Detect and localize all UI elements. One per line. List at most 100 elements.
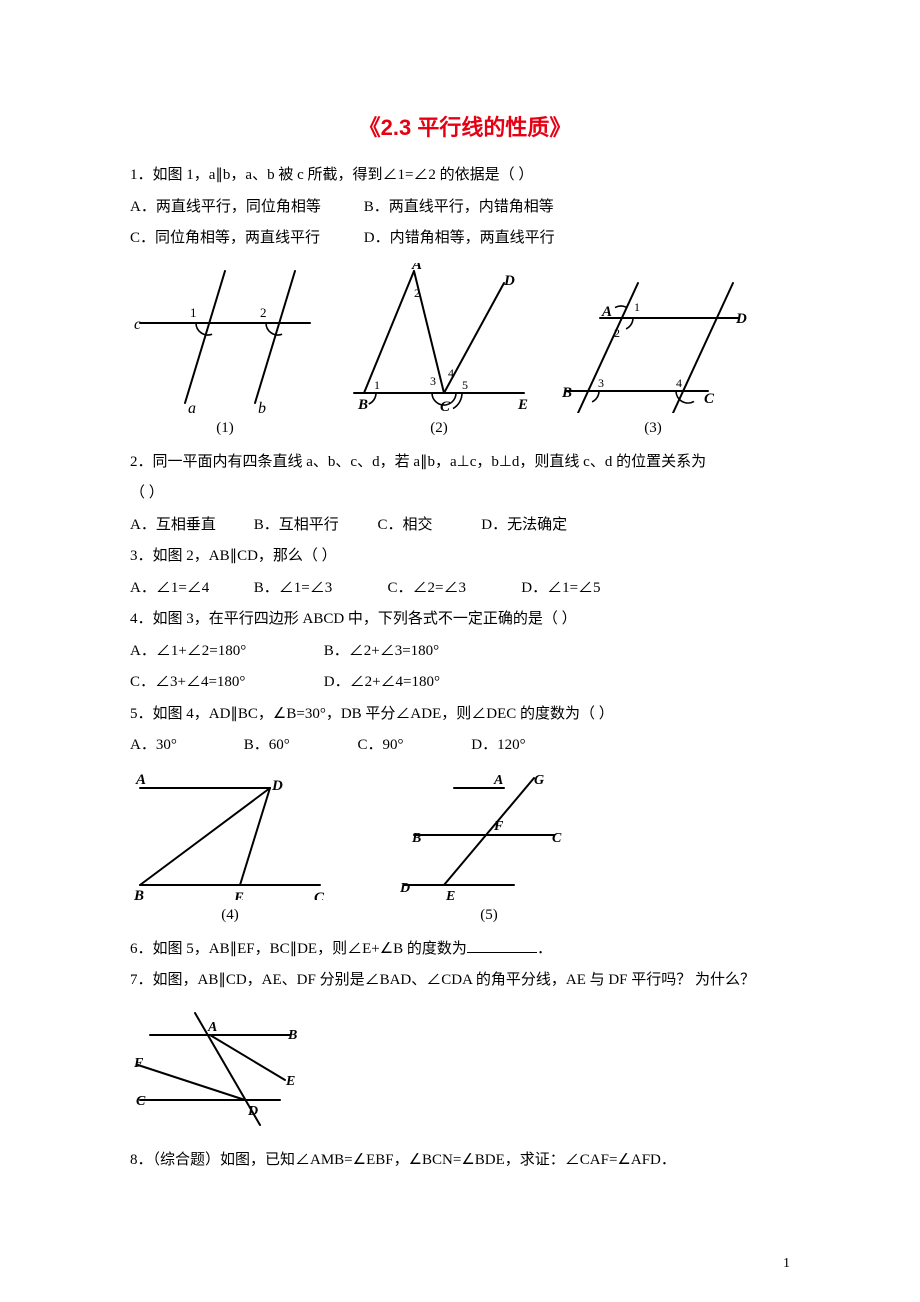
q6-blank <box>467 937 537 953</box>
q4-opts-row2: C．∠3+∠4=180° D．∠2+∠4=180° <box>130 667 800 699</box>
q2-opt-b: B．互相平行 <box>254 510 374 542</box>
figure-2: AD21345BCE (2) <box>344 263 534 443</box>
q1-opt-b: B．两直线平行，内错角相等 <box>364 192 554 224</box>
svg-text:C: C <box>440 399 451 413</box>
svg-text:E: E <box>285 1074 295 1089</box>
svg-text:C: C <box>704 391 715 407</box>
figure-row-2: A D B E C (4) A G B F C D E (5) <box>130 770 800 930</box>
svg-text:D: D <box>735 311 747 327</box>
figure-2-svg: AD21345BCE <box>344 263 534 413</box>
svg-text:E: E <box>517 397 528 413</box>
q7-stem: 7．如图，AB∥CD，AE、DF 分别是∠BAD、∠CDA 的角平分线，AE 与… <box>130 965 800 997</box>
figure-1-label: (1) <box>216 413 234 443</box>
svg-text:1: 1 <box>374 378 380 392</box>
svg-text:C: C <box>314 890 325 900</box>
q5-opts: A．30° B．60° C．90° D．120° <box>130 730 800 762</box>
svg-text:B: B <box>357 397 368 413</box>
q1-opts-row2: C．同位角相等，两直线平行 D．内错角相等，两直线平行 <box>130 223 800 255</box>
figure-row-3: A B F E C D <box>130 1005 800 1135</box>
svg-text:A: A <box>411 263 422 273</box>
figure-7-svg: A B F E C D <box>130 1005 310 1135</box>
figure-3-label: (3) <box>644 413 662 443</box>
q4-opt-d: D．∠2+∠4=180° <box>324 667 440 699</box>
svg-text:2: 2 <box>614 326 620 340</box>
q4-stem: 4．如图 3，在平行四边形 ABCD 中，下列各式不一定正确的是（ ） <box>130 604 800 636</box>
svg-text:F: F <box>133 1056 144 1071</box>
q6-pre: 6．如图 5，AB∥EF，BC∥DE，则∠E+∠B 的度数为 <box>130 941 467 957</box>
figure-1-svg: c 1 2 a b <box>130 263 320 413</box>
svg-text:E: E <box>445 889 455 900</box>
svg-text:2: 2 <box>260 305 267 320</box>
svg-text:B: B <box>561 385 572 401</box>
svg-text:G: G <box>534 773 544 788</box>
svg-text:B: B <box>411 831 421 846</box>
svg-text:1: 1 <box>634 300 640 314</box>
figure-4-svg: ADBEC <box>130 770 330 900</box>
svg-text:A: A <box>207 1020 217 1035</box>
q1-stem: 1．如图 1，a∥b，a、b 被 c 所截，得到∠1=∠2 的依据是（ ） <box>130 160 800 192</box>
svg-text:1: 1 <box>190 305 197 320</box>
q5-opt-b: B．60° <box>244 730 354 762</box>
figure-5: A G B F C D E (5) <box>394 770 584 930</box>
svg-text:D: D <box>271 778 283 794</box>
svg-text:F: F <box>493 819 504 834</box>
svg-text:A: A <box>493 773 503 788</box>
doc-title: 《2.3 平行线的性质》 <box>130 110 800 142</box>
q3-opt-b: B．∠1=∠3 <box>254 573 384 605</box>
q3-opt-a: A．∠1=∠4 <box>130 573 250 605</box>
svg-text:A: A <box>135 772 146 788</box>
q5-opt-d: D．120° <box>471 730 525 762</box>
q4-opt-c: C．∠3+∠4=180° <box>130 667 320 699</box>
q1-opt-c: C．同位角相等，两直线平行 <box>130 223 360 255</box>
svg-text:c: c <box>134 316 141 333</box>
svg-text:C: C <box>136 1094 146 1109</box>
page: 《2.3 平行线的性质》 1．如图 1，a∥b，a、b 被 c 所截，得到∠1=… <box>0 0 920 1302</box>
q4-opt-a: A．∠1+∠2=180° <box>130 636 320 668</box>
q8-stem: 8．（综合题）如图，已知∠AMB=∠EBF，∠BCN=∠BDE，求证：∠CAF=… <box>130 1145 800 1177</box>
q2-paren: （ ） <box>130 478 800 510</box>
q5-opt-c: C．90° <box>358 730 468 762</box>
svg-text:E: E <box>233 890 244 900</box>
figure-5-label: (5) <box>480 900 498 930</box>
svg-text:A: A <box>601 304 612 320</box>
q6-post: ． <box>537 941 552 957</box>
svg-text:C: C <box>552 831 562 846</box>
figure-3: 12 3 4 A D B C (3) <box>558 273 748 443</box>
q3-stem: 3．如图 2，AB∥CD，那么（ ） <box>130 541 800 573</box>
figure-5-svg: A G B F C D E <box>394 770 584 900</box>
q5-stem: 5．如图 4，AD∥BC，∠B=30°，DB 平分∠ADE，则∠DEC 的度数为… <box>130 699 800 731</box>
q3-opt-c: C．∠2=∠3 <box>388 573 518 605</box>
svg-text:4: 4 <box>676 376 682 390</box>
q1-opt-a: A．两直线平行，同位角相等 <box>130 192 360 224</box>
q1-opt-d: D．内错角相等，两直线平行 <box>364 223 555 255</box>
figure-4-label: (4) <box>221 900 239 930</box>
svg-text:D: D <box>503 273 515 289</box>
page-number: 1 <box>783 1256 790 1272</box>
q6: 6．如图 5，AB∥EF，BC∥DE，则∠E+∠B 的度数为 ． <box>130 934 800 966</box>
q3-opts: A．∠1=∠4 B．∠1=∠3 C．∠2=∠3 D．∠1=∠5 <box>130 573 800 605</box>
q5-opt-a: A．30° <box>130 730 240 762</box>
figure-row-1: c12ab (1) AD21345BCE (2) 1234ADBC (3) <box>130 263 800 443</box>
svg-text:3: 3 <box>598 376 604 390</box>
figure-2-label: (2) <box>430 413 448 443</box>
svg-text:a: a <box>188 400 196 413</box>
svg-text:B: B <box>287 1028 297 1043</box>
svg-text:3: 3 <box>430 374 436 388</box>
q4-opt-b: B．∠2+∠3=180° <box>324 636 439 668</box>
svg-text:D: D <box>247 1104 258 1119</box>
svg-text:D: D <box>399 881 410 896</box>
q2-opt-d: D．无法确定 <box>481 510 567 542</box>
svg-text:b: b <box>258 400 266 413</box>
figure-4: ADBEC (4) <box>130 770 330 930</box>
figure-7: A B F E C D <box>130 1005 310 1135</box>
q2-opt-c: C．相交 <box>378 510 478 542</box>
q3-opt-d: D．∠1=∠5 <box>521 573 600 605</box>
svg-text:4: 4 <box>448 366 454 380</box>
svg-text:5: 5 <box>462 378 468 392</box>
figure-1: c 1 2 a b (1) <box>130 263 320 443</box>
q1-opts-row1: A．两直线平行，同位角相等 B．两直线平行，内错角相等 <box>130 192 800 224</box>
figure-3-svg: 12 3 4 A D B C <box>558 273 748 413</box>
q2-opt-a: A．互相垂直 <box>130 510 250 542</box>
q2-stem: 2．同一平面内有四条直线 a、b、c、d，若 a∥b，a⊥c，b⊥d，则直线 c… <box>130 447 800 479</box>
q4-opts-row1: A．∠1+∠2=180° B．∠2+∠3=180° <box>130 636 800 668</box>
